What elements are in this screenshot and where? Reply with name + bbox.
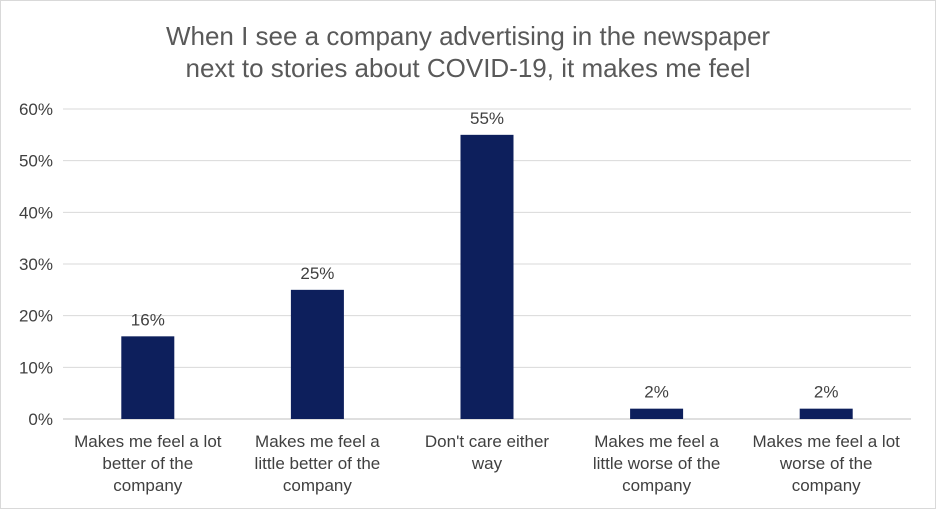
x-tick-label: company	[792, 476, 861, 495]
bar	[121, 336, 175, 419]
data-labels: 16% 25% 55% 2% 2%	[131, 109, 839, 402]
x-axis-categories: Makes me feel a lot better of the company M…	[74, 432, 900, 495]
y-tick-label: 0%	[28, 410, 53, 429]
x-tick-label: Makes me feel a lot	[74, 432, 222, 451]
x-tick-label: company	[113, 476, 182, 495]
chart-title-line: When I see a company advertising in the …	[166, 21, 770, 51]
y-tick-label: 60%	[19, 100, 53, 119]
x-tick-label: Makes me feel a	[594, 432, 719, 451]
x-tick-label: Makes me feel a	[255, 432, 380, 451]
x-tick-label: little worse of the	[593, 454, 721, 473]
data-label: 2%	[814, 383, 839, 402]
x-tick-label: Makes me feel a lot	[752, 432, 900, 451]
x-tick-label: little better of the	[255, 454, 381, 473]
data-label: 25%	[300, 264, 334, 283]
data-label: 55%	[470, 109, 504, 128]
chart-title-line: next to stories about COVID-19, it makes…	[185, 53, 750, 83]
x-tick-label: better of the	[102, 454, 193, 473]
bar	[799, 408, 853, 419]
bar	[460, 134, 514, 420]
x-tick-label: company	[283, 476, 352, 495]
bar	[290, 289, 344, 419]
y-tick-label: 10%	[19, 358, 53, 377]
x-tick-label: worse of the	[779, 454, 873, 473]
y-tick-label: 30%	[19, 255, 53, 274]
x-tick-label: company	[622, 476, 691, 495]
bar	[630, 408, 684, 419]
data-label: 16%	[131, 310, 165, 329]
data-label: 2%	[644, 383, 669, 402]
x-tick-label: way	[471, 454, 503, 473]
y-tick-label: 20%	[19, 307, 53, 326]
bars	[121, 134, 853, 420]
y-tick-label: 50%	[19, 152, 53, 171]
chart-title: When I see a company advertising in the …	[166, 21, 770, 83]
x-tick-label: Don't care either	[425, 432, 550, 451]
y-tick-label: 40%	[19, 203, 53, 222]
y-axis-ticks: 0% 10% 20% 30% 40% 50% 60%	[19, 100, 53, 429]
